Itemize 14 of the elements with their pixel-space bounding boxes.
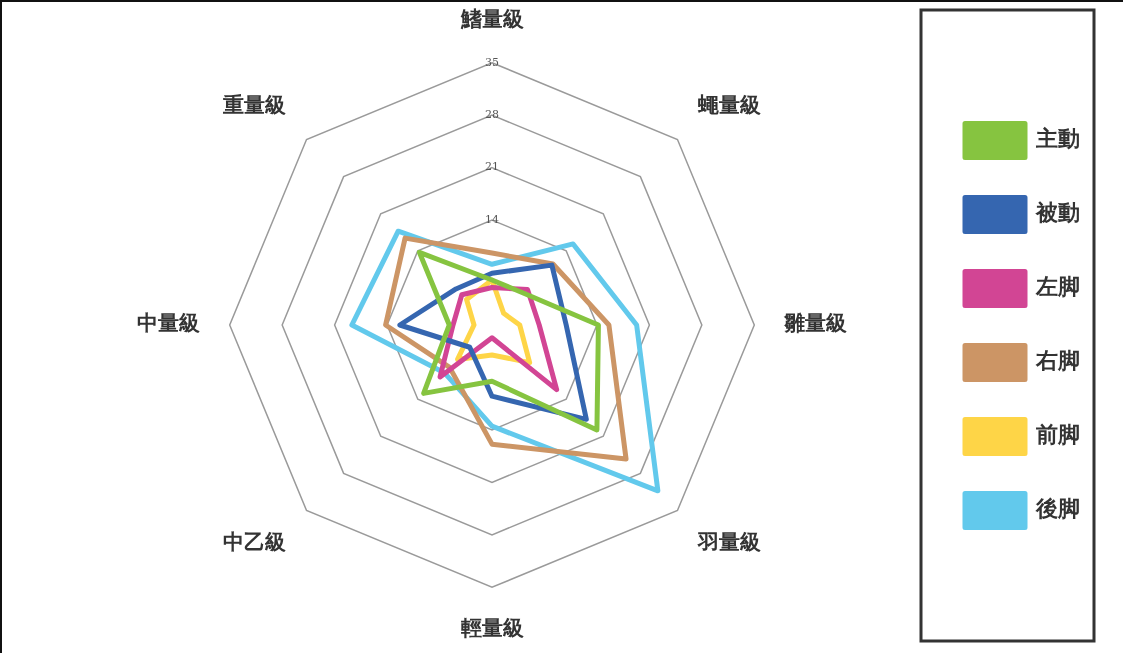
spoke-label: 雛量級 xyxy=(782,310,847,336)
spoke-label: 蠅量級 xyxy=(697,91,762,117)
spoke-label: 羽量級 xyxy=(697,529,762,555)
legend-label: 被動 xyxy=(1035,199,1080,226)
legend-label: 前脚 xyxy=(1035,421,1080,448)
spoke-label: 中量級 xyxy=(137,310,201,336)
legend-label: 後脚 xyxy=(1035,495,1080,522)
spoke-label: 重量級 xyxy=(221,91,286,117)
legend-label: 左脚 xyxy=(1035,273,1080,300)
spoke-label: 中乙級 xyxy=(222,529,286,555)
legend-label: 右脚 xyxy=(1035,347,1080,374)
spoke-label: 輕量級 xyxy=(460,614,524,640)
legend-label: 主動 xyxy=(1035,125,1080,152)
spoke-label: 鰭量級 xyxy=(459,6,524,32)
